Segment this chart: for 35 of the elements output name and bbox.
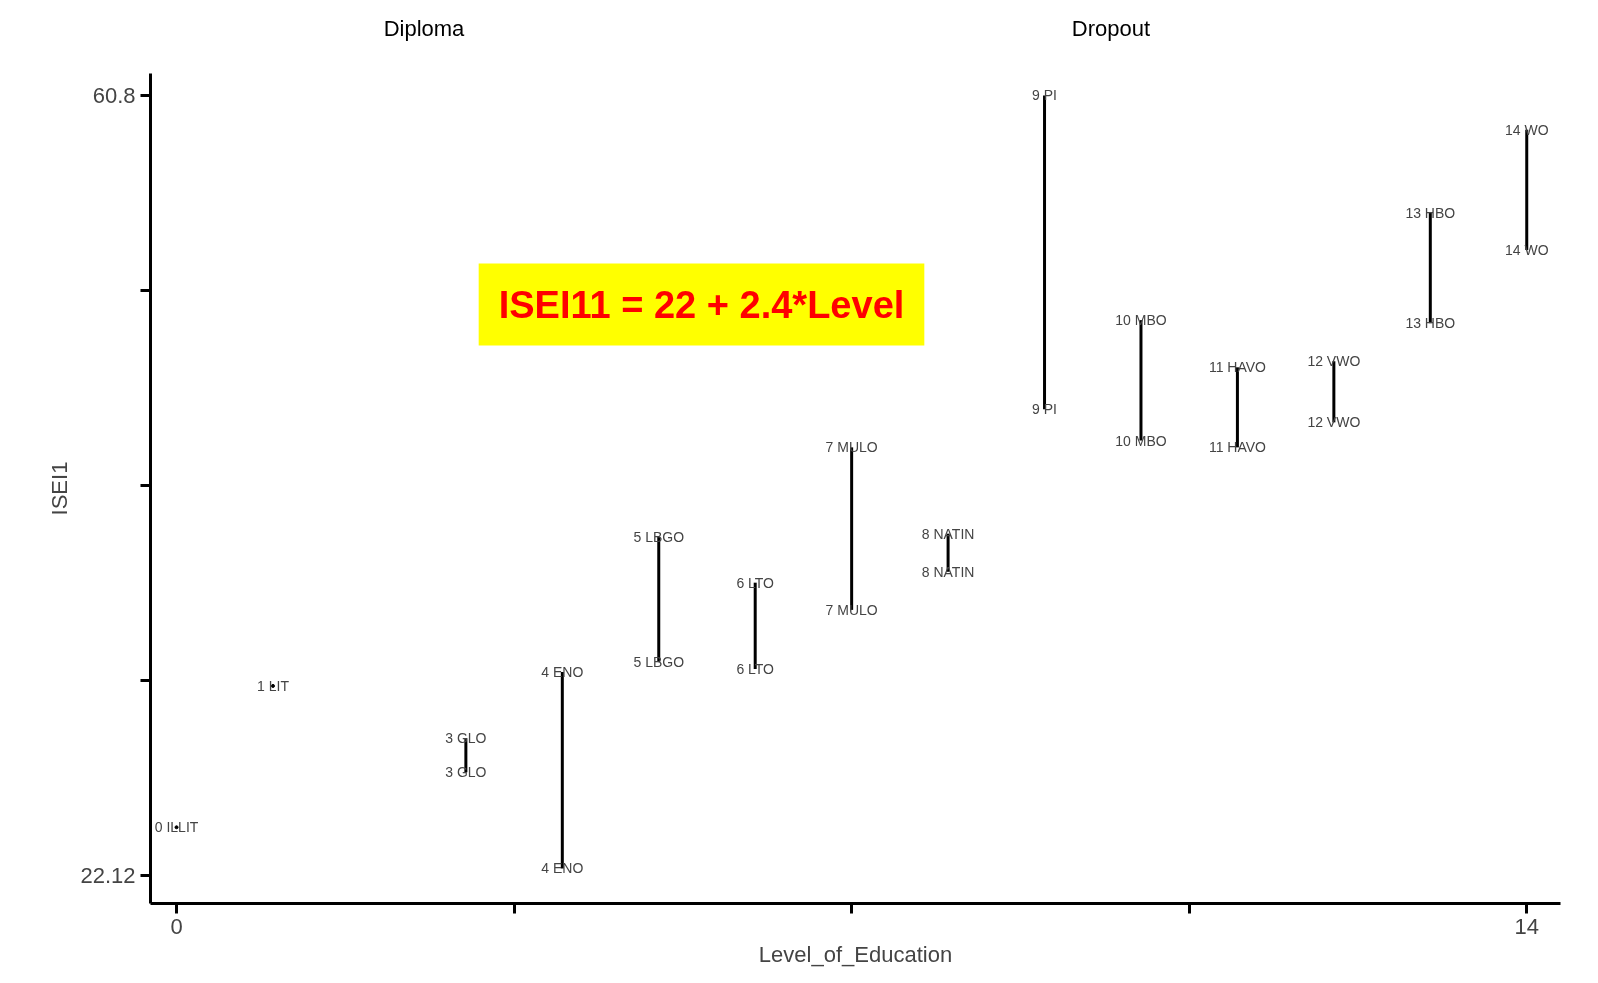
- annotation: 13 HBO: [1405, 204, 1456, 221]
- annotation: 8 NATIN: [921, 525, 975, 542]
- text: Diploma: [383, 15, 465, 43]
- annotation: 4 ENO: [541, 860, 584, 877]
- y-axis-title: ISEI1: [47, 461, 73, 516]
- x-tick-label: 0: [170, 913, 183, 939]
- annotation: 10 MBO: [1115, 432, 1167, 449]
- annotation: 12 VWO: [1307, 353, 1361, 370]
- y-tick-label: 60.8: [92, 82, 136, 108]
- y-tick-label: 22.12: [80, 862, 136, 888]
- annotation: 9 PI: [1032, 87, 1057, 104]
- annotation: 14 WO: [1504, 121, 1549, 138]
- annotation: 14 WO: [1504, 241, 1549, 258]
- text: Dropout: [1071, 15, 1151, 43]
- annotation: 6 LTO: [736, 574, 775, 591]
- annotation: 8 NATIN: [921, 563, 975, 580]
- annotation: 3 GLO: [445, 764, 487, 781]
- annotation: 5 LBGO: [633, 653, 685, 670]
- annotation: 4 ENO: [541, 664, 584, 680]
- annotation: 1 LIT: [257, 677, 290, 694]
- annotation: 11 HAVO: [1208, 359, 1267, 376]
- annotation: ISEI11 = 22 + 2.4*Level: [498, 283, 905, 326]
- annotation: 12 VWO: [1307, 414, 1361, 431]
- annotation: 7 MULO: [825, 439, 878, 456]
- annotation: 3 GLO: [445, 730, 487, 747]
- annotation: 7 MULO: [825, 601, 878, 618]
- annotation: 6 LTO: [736, 660, 775, 677]
- annotation: 9 PI: [1032, 401, 1057, 418]
- x-axis-title: Level_of_Education: [758, 941, 953, 967]
- annotation: 5 LBGO: [633, 528, 685, 545]
- annotation: 13 HBO: [1405, 315, 1456, 332]
- annotation: 10 MBO: [1115, 312, 1167, 329]
- annotation: 0 ILLIT: [154, 819, 199, 836]
- annotation: 11 HAVO: [1208, 439, 1267, 456]
- x-tick-label: 14: [1514, 913, 1539, 939]
